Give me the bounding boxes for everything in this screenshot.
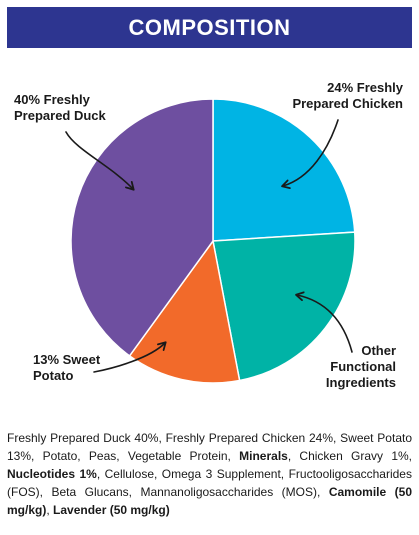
slice-label-line: Functional <box>330 359 396 374</box>
label-arrows <box>65 119 353 373</box>
slice-label-line: 40% Freshly <box>14 92 91 107</box>
composition-run: , Cellulose, Omega 3 Supplement, Fructoo… <box>7 467 412 499</box>
pie-slice-chicken <box>212 98 356 242</box>
slice-label-line: Potato <box>33 368 74 383</box>
composition-highlight: Nucleotides 1% <box>7 467 97 481</box>
composition-highlight: Camomile (50 mg/kg) <box>7 485 412 517</box>
label-arrow-sweet-potato <box>93 341 167 373</box>
composition-run: , <box>46 503 54 517</box>
slice-label-line: Prepared Duck <box>14 108 107 123</box>
slice-label-sweet-potato: 13% Sweet Potato <box>33 352 101 383</box>
pie-chart: 24% Freshly Prepared Chicken Other Function… <box>14 80 404 390</box>
page-title: COMPOSITION <box>128 14 291 40</box>
composition-highlight: Lavender (50 mg/kg) <box>53 503 170 517</box>
slice-label-other: Other Functional Ingredients <box>326 343 396 390</box>
slice-label-line: Other <box>361 343 396 358</box>
composition-run: , Chicken Gravy 1%, <box>287 449 412 463</box>
slice-label-line: 24% Freshly <box>327 80 404 95</box>
slice-labels: 24% Freshly Prepared Chicken Other Function… <box>14 80 404 390</box>
label-arrow-duck <box>65 131 135 191</box>
label-arrow-chicken <box>281 119 339 190</box>
label-arrow-other <box>295 291 353 353</box>
slice-label-line: 13% Sweet <box>33 352 101 367</box>
title-banner: COMPOSITION <box>7 7 412 48</box>
slice-label-line: Ingredients <box>326 375 396 390</box>
pie-slice-duck <box>70 98 214 357</box>
composition-highlight: Minerals <box>239 449 288 463</box>
pie-slice-other <box>212 231 356 382</box>
pie-slices <box>70 98 356 384</box>
composition-text: Freshly Prepared Duck 40%, Freshly Prepa… <box>7 429 412 519</box>
slice-label-chicken: 24% Freshly Prepared Chicken <box>292 80 403 111</box>
slice-label-duck: 40% Freshly Prepared Duck <box>14 92 107 123</box>
composition-run: Freshly Prepared Duck 40%, Freshly Prepa… <box>7 431 412 463</box>
slice-label-line: Prepared Chicken <box>292 96 403 111</box>
